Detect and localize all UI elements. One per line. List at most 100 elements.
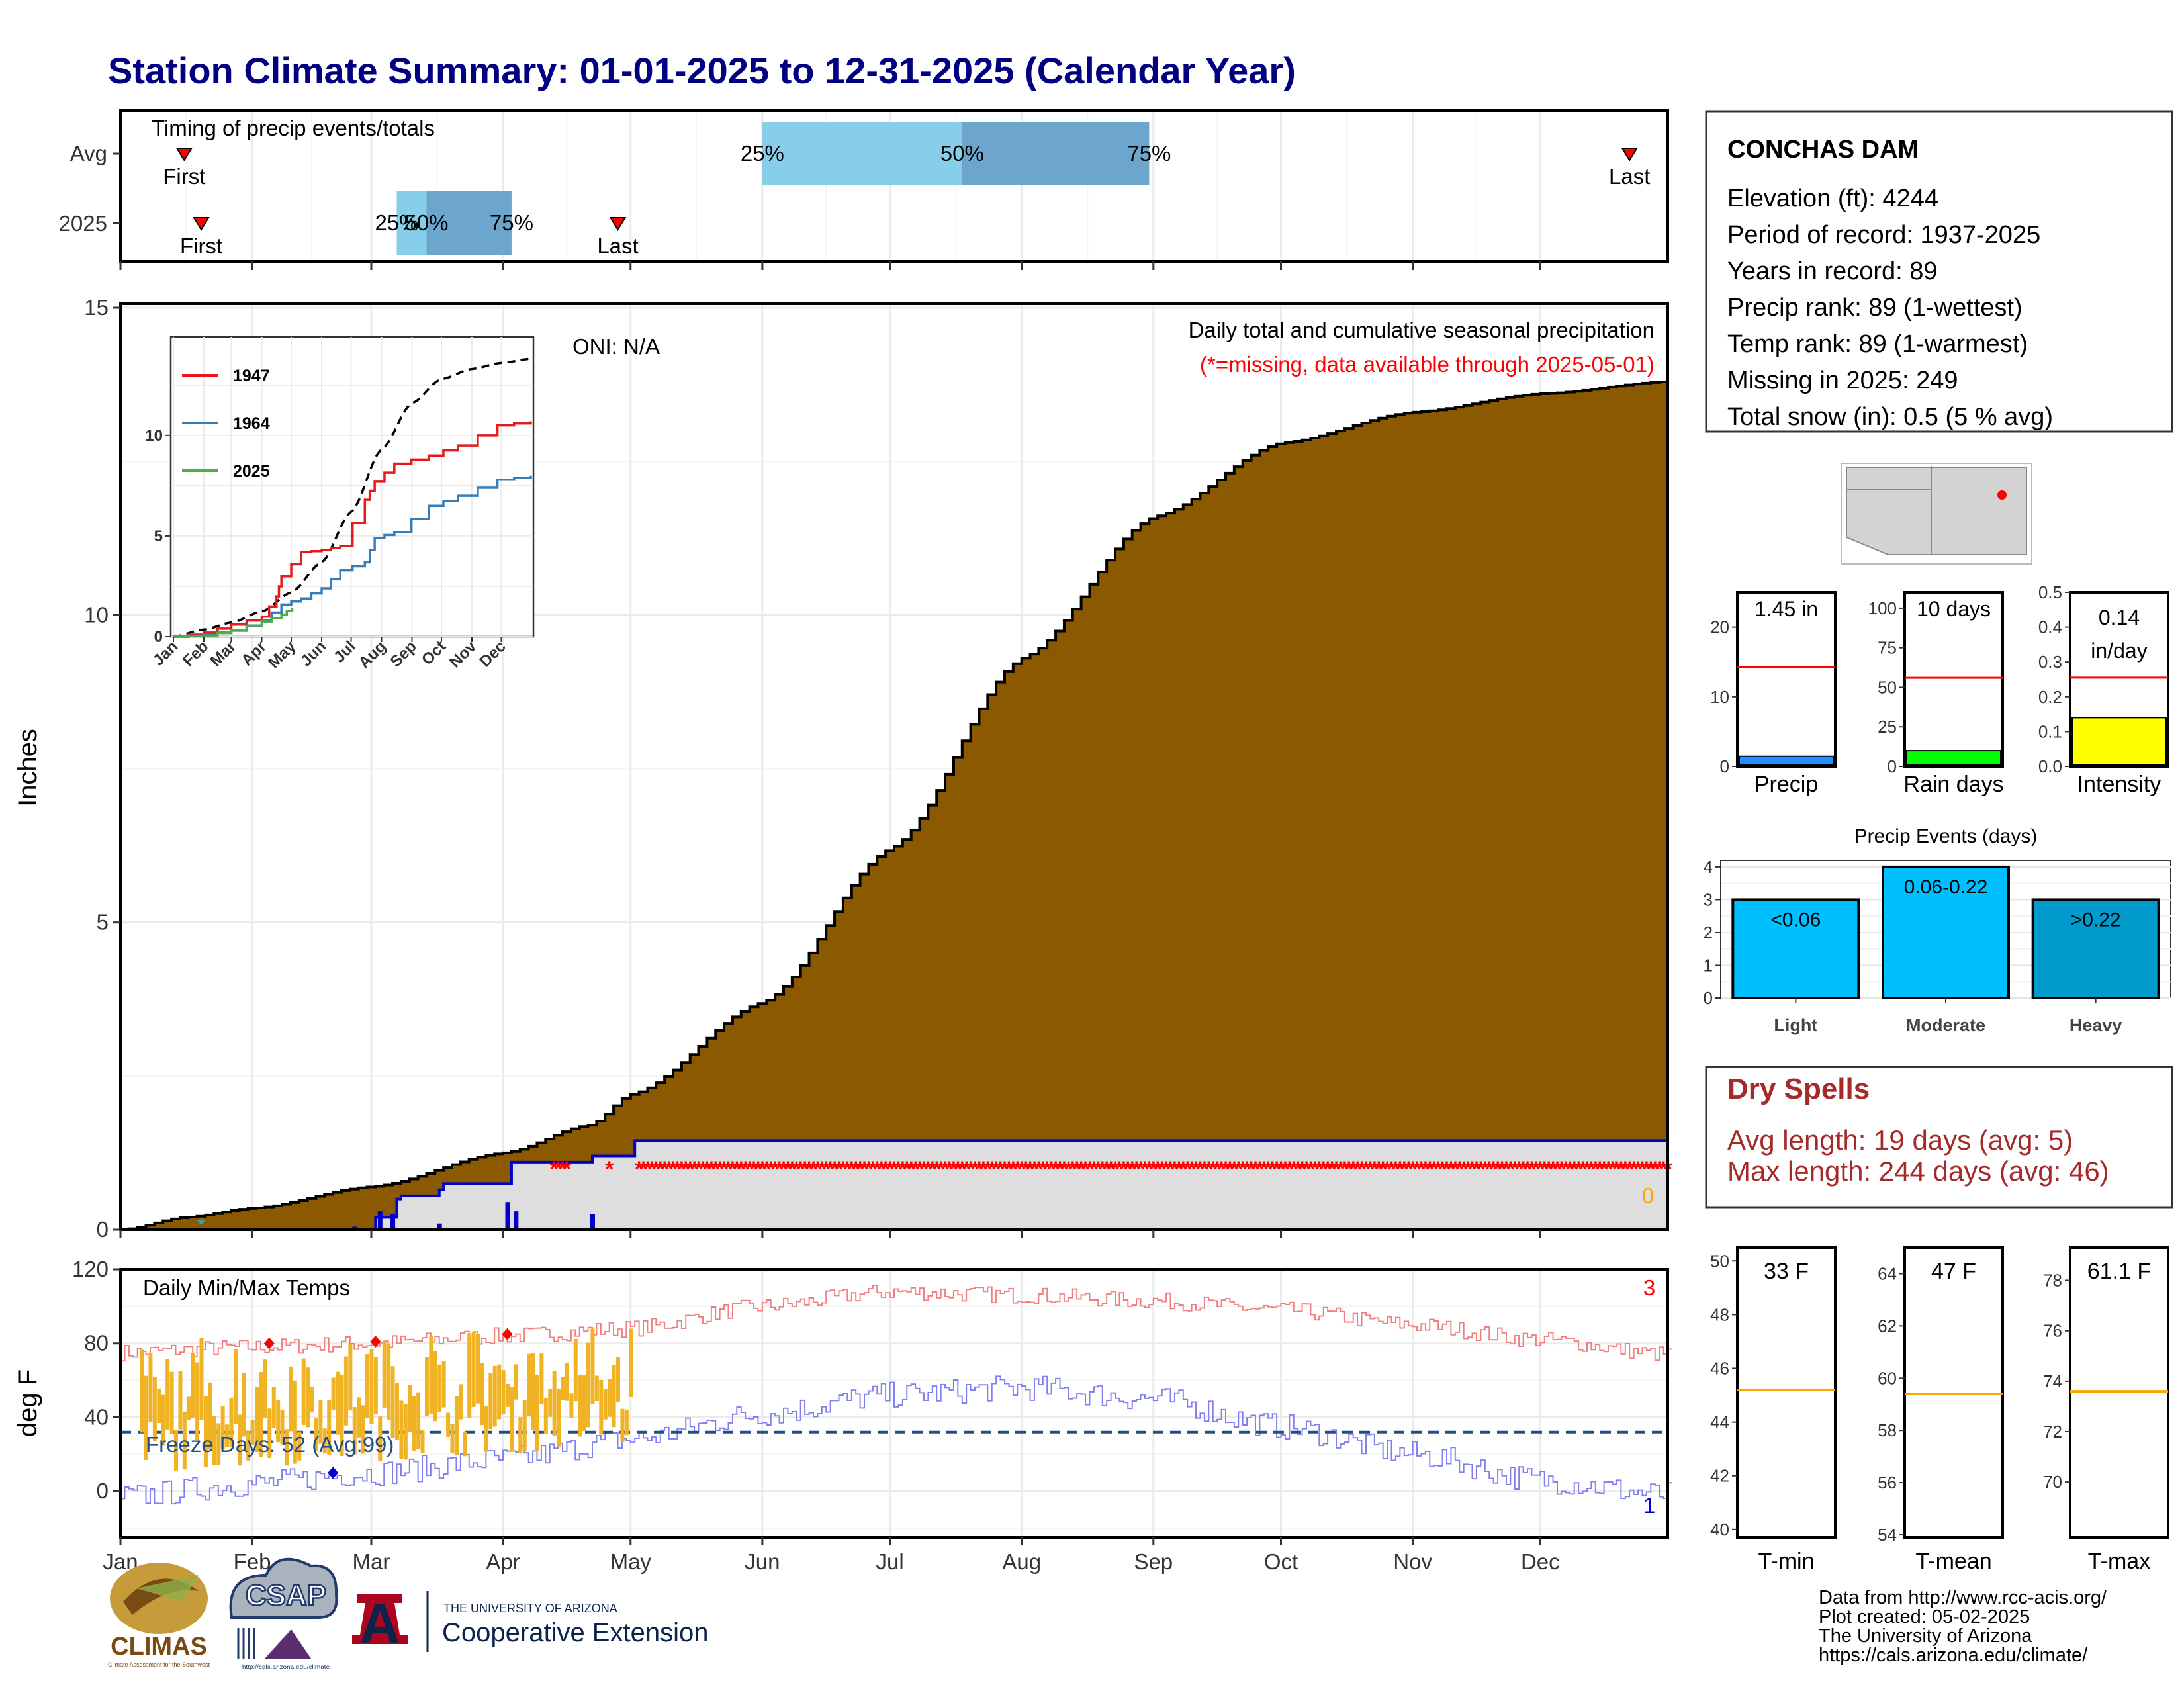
timing-2025-marker-label: Last	[597, 234, 638, 258]
missing-day-marker: *	[1324, 1157, 1333, 1182]
missing-day-marker: *	[868, 1157, 878, 1182]
missing-day-marker: *	[1107, 1157, 1116, 1182]
missing-day-marker: *	[1379, 1157, 1388, 1182]
temp-stat-value-label: 61.1 F	[2087, 1259, 2151, 1284]
temp-stat-ytick-label: 64	[1878, 1263, 1897, 1283]
daily-precip-bar	[437, 1223, 442, 1230]
timing-avg-pct-label: 75%	[1127, 141, 1171, 165]
missing-day-marker: *	[915, 1157, 925, 1182]
daily-precip-bar	[377, 1211, 383, 1230]
daily-temp-range-bar	[624, 1409, 629, 1436]
temp-stat-panel-frame	[1736, 1246, 1837, 1539]
temp-stat-ytick-label: 40	[1710, 1520, 1729, 1539]
station-location-dot	[1997, 490, 2007, 500]
missing-day-marker: *	[1510, 1157, 1520, 1182]
avg-cumulative-area	[120, 381, 1669, 1231]
missing-day-marker: *	[796, 1157, 805, 1182]
missing-day-marker: *	[703, 1157, 712, 1182]
inset-series-1947	[173, 421, 532, 638]
missing-day-marker: *	[639, 1157, 648, 1182]
daily-temp-range-bar	[250, 1420, 255, 1445]
daily-temp-range-bar	[573, 1338, 578, 1402]
missing-day-marker: *	[898, 1157, 907, 1182]
daily-precip-bar	[390, 1214, 396, 1230]
missing-day-marker: *	[1103, 1157, 1112, 1182]
missing-day-marker: *	[826, 1157, 835, 1182]
precip-event-bar	[2031, 898, 2160, 1000]
station-info-line: Precip rank: 89 (1-wettest)	[1727, 294, 2023, 322]
precip-event-bar-label: >0.22	[2071, 909, 2121, 931]
missing-day-marker: *	[779, 1157, 788, 1182]
missing-day-marker: *	[694, 1157, 704, 1182]
missing-day-marker: *	[907, 1157, 916, 1182]
ua-logo-small-text: THE UNIVERSITY OF ARIZONA	[443, 1602, 617, 1615]
missing-day-marker: *	[949, 1157, 958, 1182]
missing-day-marker: *	[1502, 1157, 1511, 1182]
month-label: Sep	[1134, 1549, 1173, 1574]
daily-temp-range-bar	[259, 1372, 263, 1457]
missing-day-marker: *	[1149, 1157, 1158, 1182]
missing-day-marker: *	[1161, 1157, 1171, 1182]
missing-day-marker: *	[1608, 1157, 1617, 1182]
record-high-marker	[502, 1328, 513, 1340]
missing-day-marker: *	[1064, 1157, 1073, 1182]
daily-temp-range-bar	[480, 1363, 484, 1426]
missing-day-marker: *	[1230, 1157, 1239, 1182]
missing-day-marker: *	[1629, 1157, 1639, 1182]
dry-spells-avg: Avg length: 19 days (avg: 5)	[1727, 1124, 2073, 1156]
missing-day-marker: *	[1434, 1157, 1443, 1182]
missing-day-marker: *	[605, 1157, 614, 1182]
daily-temp-range-bar	[620, 1408, 625, 1442]
ua-logo-letter: A	[360, 1592, 400, 1655]
daily-temp-range-bar	[603, 1389, 608, 1420]
stat-panel-ytick-label: 50	[1878, 677, 1897, 697]
missing-day-marker: *	[1289, 1157, 1298, 1182]
month-label: Apr	[486, 1549, 520, 1574]
avg-max-temp-line	[120, 1284, 1672, 1362]
footer-line: Plot created: 05-02-2025	[1819, 1606, 2030, 1627]
missing-day-marker: *	[1136, 1157, 1146, 1182]
missing-day-marker: *	[886, 1157, 895, 1182]
daily-temp-range-bar	[246, 1430, 251, 1461]
missing-day-marker: *	[1272, 1157, 1281, 1182]
missing-day-marker: *	[766, 1157, 776, 1182]
missing-day-marker: *	[733, 1157, 742, 1182]
daily-temp-range-bar	[578, 1374, 582, 1437]
precip-ytick-label: 0	[97, 1217, 109, 1242]
missing-day-marker: *	[1353, 1157, 1362, 1182]
missing-day-marker: *	[1489, 1157, 1498, 1182]
station-info-line: Temp rank: 89 (1-warmest)	[1727, 330, 2028, 358]
station-name: CONCHAS DAM	[1727, 136, 1919, 163]
temp-stat-ytick-label: 56	[1878, 1473, 1897, 1492]
daily-temp-range-bar	[441, 1361, 446, 1408]
missing-day-marker: *	[1034, 1157, 1044, 1182]
missing-day-marker: *	[1451, 1157, 1460, 1182]
missing-day-marker: *	[1285, 1157, 1295, 1182]
missing-day-marker: *	[1366, 1157, 1375, 1182]
daily-temp-range-bar	[514, 1364, 518, 1400]
missing-day-marker: *	[1651, 1157, 1660, 1182]
stat-panel-ytick-label: 100	[1868, 598, 1897, 618]
missing-day-marker: *	[724, 1157, 733, 1182]
missing-day-marker: *	[1519, 1157, 1528, 1182]
missing-day-marker: *	[1043, 1157, 1052, 1182]
missing-day-marker: *	[1566, 1157, 1575, 1182]
missing-day-marker: *	[686, 1157, 695, 1182]
missing-day-marker: *	[1430, 1157, 1439, 1182]
timing-avg-marker-label: Last	[1609, 164, 1650, 189]
missing-day-marker: *	[550, 1157, 559, 1182]
temp-panel-title: Daily Min/Max Temps	[143, 1275, 350, 1300]
missing-day-marker: *	[1238, 1157, 1248, 1182]
missing-day-marker: *	[924, 1157, 933, 1182]
missing-day-marker: *	[1463, 1157, 1473, 1182]
inset-xtick-label: Nov	[446, 637, 480, 672]
missing-day-marker: *	[1281, 1157, 1290, 1182]
missing-day-marker: *	[1255, 1157, 1265, 1182]
daily-temp-range-bar	[492, 1365, 497, 1427]
month-label: Jun	[745, 1549, 780, 1574]
daily-temp-range-bar	[373, 1357, 378, 1414]
daily-temp-range-bar	[318, 1400, 323, 1444]
daily-temp-range-bar	[327, 1400, 332, 1455]
inset-xtick-label: Apr	[238, 637, 269, 669]
